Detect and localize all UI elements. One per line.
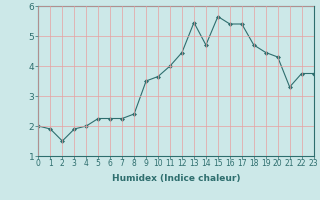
X-axis label: Humidex (Indice chaleur): Humidex (Indice chaleur) [112,174,240,183]
